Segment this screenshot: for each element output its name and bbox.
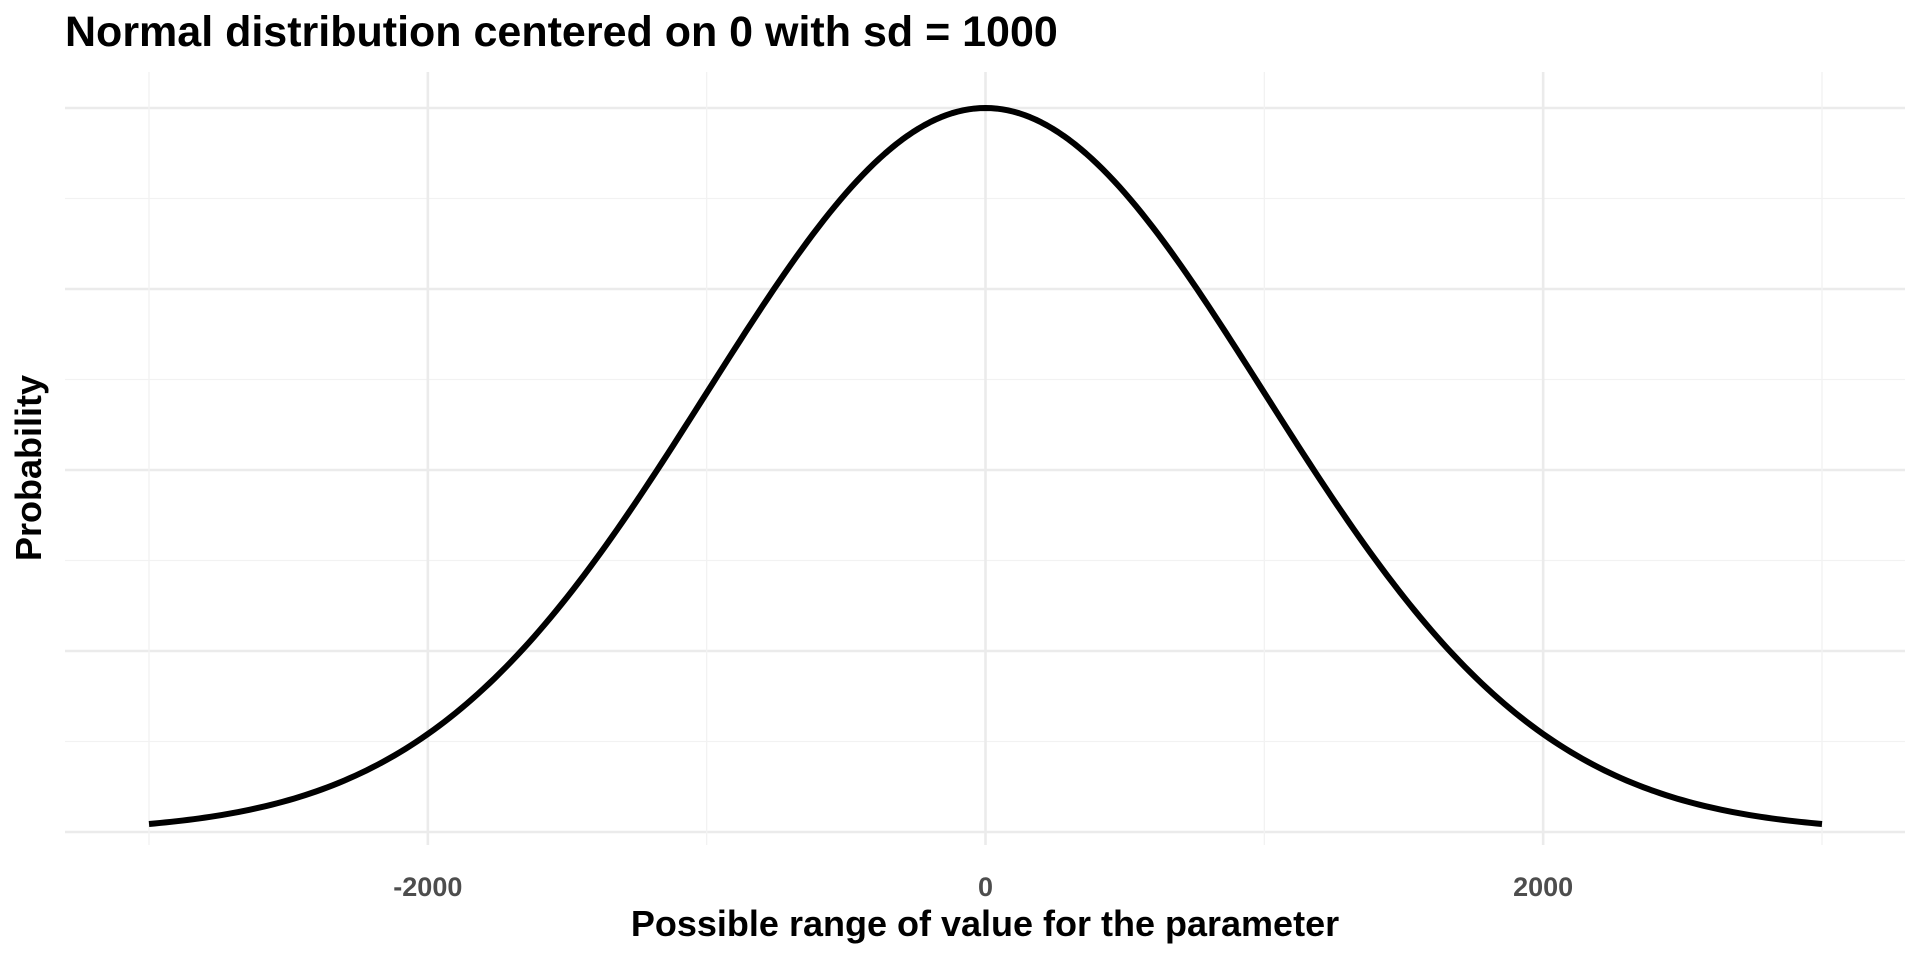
chart-title: Normal distribution centered on 0 with s… bbox=[65, 8, 1058, 56]
x-tick-label: -2000 bbox=[393, 872, 462, 902]
y-axis-title: Probability bbox=[8, 375, 49, 561]
major-x-gridlines bbox=[426, 72, 1545, 845]
minor-x-gridlines bbox=[148, 72, 1823, 845]
density-curve bbox=[148, 105, 1823, 827]
x-axis-title: Possible range of value for the paramete… bbox=[631, 903, 1339, 944]
x-tick-labels: -2000 0 2000 bbox=[393, 872, 1573, 902]
x-tick-label: 0 bbox=[978, 872, 993, 902]
x-tick-label: 2000 bbox=[1513, 872, 1573, 902]
